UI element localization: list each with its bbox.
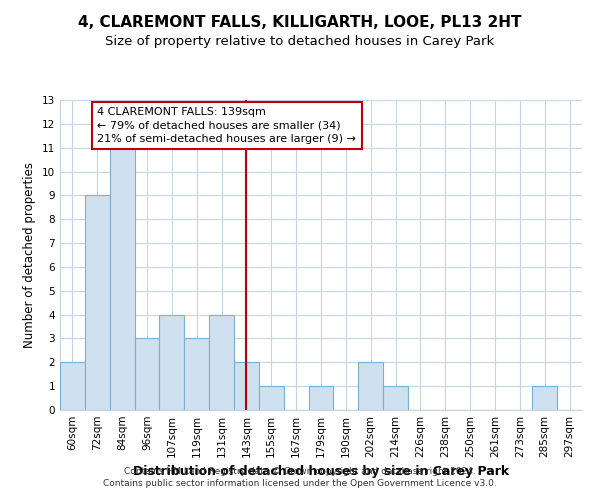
Bar	[60, 362, 85, 410]
Bar	[358, 362, 383, 410]
Bar	[308, 386, 334, 410]
Bar	[209, 314, 234, 410]
Bar	[383, 386, 408, 410]
Bar	[160, 314, 184, 410]
Bar	[184, 338, 209, 410]
Bar	[110, 148, 134, 410]
Bar	[259, 386, 284, 410]
Y-axis label: Number of detached properties: Number of detached properties	[23, 162, 37, 348]
Text: 4 CLAREMONT FALLS: 139sqm
← 79% of detached houses are smaller (34)
21% of semi-: 4 CLAREMONT FALLS: 139sqm ← 79% of detac…	[97, 107, 356, 144]
Text: Size of property relative to detached houses in Carey Park: Size of property relative to detached ho…	[106, 35, 494, 48]
Text: Contains HM Land Registry data © Crown copyright and database right 2024.
Contai: Contains HM Land Registry data © Crown c…	[103, 466, 497, 487]
Bar	[532, 386, 557, 410]
Bar	[134, 338, 160, 410]
Bar	[85, 196, 110, 410]
X-axis label: Distribution of detached houses by size in Carey Park: Distribution of detached houses by size …	[133, 466, 509, 478]
Text: 4, CLAREMONT FALLS, KILLIGARTH, LOOE, PL13 2HT: 4, CLAREMONT FALLS, KILLIGARTH, LOOE, PL…	[78, 15, 522, 30]
Bar	[234, 362, 259, 410]
